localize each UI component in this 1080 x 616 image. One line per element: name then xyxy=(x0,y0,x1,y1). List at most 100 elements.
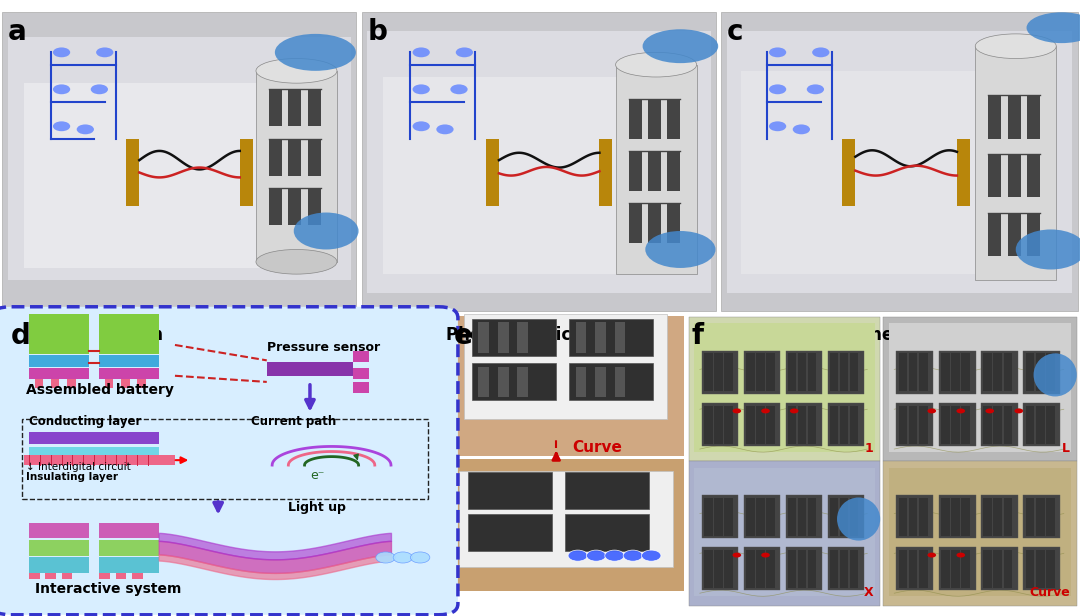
Bar xyxy=(116,573,126,579)
Circle shape xyxy=(1014,408,1023,413)
Bar xyxy=(961,549,970,588)
Bar xyxy=(648,99,661,139)
Bar xyxy=(478,367,489,397)
Bar xyxy=(448,316,684,456)
Bar xyxy=(648,151,661,191)
Bar xyxy=(951,549,960,588)
Text: Light up: Light up xyxy=(288,501,347,514)
Bar xyxy=(269,188,282,225)
Bar xyxy=(994,549,1002,588)
Text: Curve: Curve xyxy=(1029,586,1070,599)
Bar xyxy=(269,139,282,176)
Bar xyxy=(468,472,552,509)
Bar xyxy=(788,549,796,588)
Bar xyxy=(45,573,56,579)
Bar xyxy=(595,367,606,397)
Bar xyxy=(648,203,661,243)
Bar xyxy=(35,379,43,388)
Bar xyxy=(689,461,880,606)
Bar xyxy=(1008,95,1021,139)
Bar xyxy=(840,405,849,444)
Bar xyxy=(899,354,907,391)
Bar xyxy=(269,89,282,126)
Bar xyxy=(1027,213,1040,256)
Bar xyxy=(1024,403,1061,446)
Bar xyxy=(99,355,159,367)
Bar xyxy=(941,549,949,588)
Bar xyxy=(353,351,369,362)
Bar xyxy=(988,95,1001,139)
Ellipse shape xyxy=(837,498,880,541)
Bar xyxy=(725,498,732,535)
Bar xyxy=(702,403,739,446)
Bar xyxy=(994,498,1002,535)
Bar xyxy=(919,549,928,588)
Bar xyxy=(362,12,716,311)
Text: Polyethylene terephthalate: Polyethylene terephthalate xyxy=(771,326,1028,344)
Bar xyxy=(756,549,765,588)
Circle shape xyxy=(413,84,430,94)
Text: Interactive system: Interactive system xyxy=(35,582,181,596)
Bar xyxy=(1024,351,1061,394)
Bar xyxy=(704,405,713,444)
Bar xyxy=(29,368,89,379)
Bar xyxy=(267,362,353,376)
Circle shape xyxy=(376,552,395,563)
Bar xyxy=(727,31,1072,293)
Bar xyxy=(448,459,684,591)
Circle shape xyxy=(436,124,454,134)
Bar xyxy=(24,83,261,268)
Circle shape xyxy=(410,552,430,563)
Circle shape xyxy=(789,408,798,413)
Bar xyxy=(468,514,552,551)
Bar xyxy=(702,495,739,538)
Bar xyxy=(788,498,796,535)
Bar xyxy=(367,31,711,293)
Bar xyxy=(704,549,713,588)
Bar xyxy=(939,495,975,538)
Bar xyxy=(808,354,816,391)
Bar xyxy=(994,405,1002,444)
Bar xyxy=(899,498,907,535)
Bar xyxy=(744,403,781,446)
Bar xyxy=(988,154,1001,197)
Bar xyxy=(121,379,130,388)
Bar xyxy=(126,139,139,206)
Bar xyxy=(786,495,822,538)
Bar xyxy=(29,557,89,573)
Text: d: d xyxy=(11,322,30,350)
Bar xyxy=(899,549,907,588)
Bar xyxy=(2,12,356,311)
Bar xyxy=(694,323,875,452)
Bar xyxy=(941,405,949,444)
Bar xyxy=(1026,549,1035,588)
Text: e⁻: e⁻ xyxy=(310,469,324,482)
Circle shape xyxy=(393,552,413,563)
Bar xyxy=(1036,498,1044,535)
Circle shape xyxy=(605,550,624,561)
Bar xyxy=(1026,405,1035,444)
Bar xyxy=(908,354,917,391)
Bar xyxy=(961,498,970,535)
Bar xyxy=(22,419,428,499)
Bar xyxy=(383,77,621,274)
Bar xyxy=(961,405,970,444)
Bar xyxy=(1008,154,1021,197)
Bar xyxy=(840,549,849,588)
Ellipse shape xyxy=(256,249,337,274)
Circle shape xyxy=(413,47,430,57)
Bar xyxy=(29,523,89,538)
Bar xyxy=(827,495,864,538)
Bar xyxy=(29,540,89,556)
Ellipse shape xyxy=(1034,354,1077,397)
Bar xyxy=(616,65,697,274)
Bar xyxy=(941,354,949,391)
Bar xyxy=(1045,549,1055,588)
Bar xyxy=(99,368,159,379)
Bar xyxy=(919,354,928,391)
Bar xyxy=(308,188,321,225)
Circle shape xyxy=(761,408,770,413)
Bar xyxy=(137,379,146,388)
Bar xyxy=(308,89,321,126)
Bar xyxy=(569,363,653,400)
